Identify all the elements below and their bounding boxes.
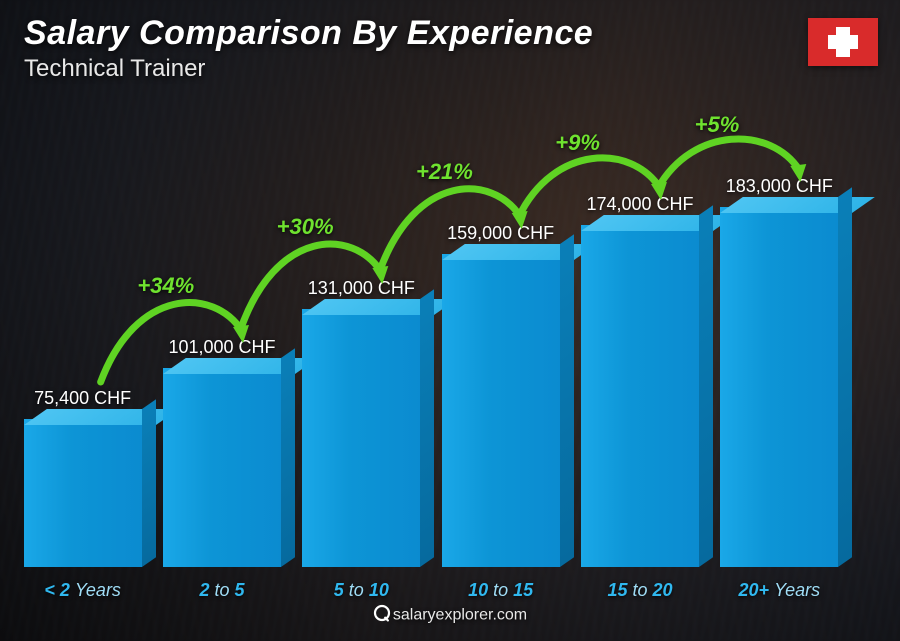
bar-category-label: 5 to 10 (301, 580, 422, 601)
bar-group: 174,000 CHF15 to 20 (579, 120, 700, 567)
bar-value-label: 183,000 CHF (726, 176, 833, 197)
bar-group: 101,000 CHF2 to 5 (161, 120, 282, 567)
bar-group: 75,400 CHF< 2 Years (22, 120, 143, 567)
bar (720, 207, 838, 567)
salary-bar-chart: 75,400 CHF< 2 Years101,000 CHF2 to 5131,… (22, 120, 840, 567)
title-block: Salary Comparison By Experience Technica… (24, 14, 593, 83)
logo-icon (373, 604, 391, 627)
bar-value-label: 101,000 CHF (168, 337, 275, 358)
bar-group: 131,000 CHF5 to 10 (301, 120, 422, 567)
bar-value-label: 131,000 CHF (308, 278, 415, 299)
bar-category-label: < 2 Years (22, 580, 143, 601)
bar (581, 225, 699, 567)
bar-group: 159,000 CHF10 to 15 (440, 120, 561, 567)
bar (302, 309, 420, 567)
page-subtitle: Technical Trainer (24, 55, 593, 83)
footer-attribution: salaryexplorer.com (0, 604, 900, 627)
footer-text: salaryexplorer.com (393, 607, 527, 624)
bar-value-label: 159,000 CHF (447, 223, 554, 244)
bar (163, 368, 281, 567)
bar (442, 254, 560, 567)
bar-group: 183,000 CHF20+ Years (719, 120, 840, 567)
bar (24, 419, 142, 567)
swiss-flag-icon (808, 18, 878, 66)
bar-category-label: 10 to 15 (440, 580, 561, 601)
bar-category-label: 15 to 20 (579, 580, 700, 601)
bar-category-label: 2 to 5 (161, 580, 282, 601)
bar-value-label: 174,000 CHF (586, 194, 693, 215)
infographic-stage: Salary Comparison By Experience Technica… (0, 0, 900, 641)
bar-category-label: 20+ Years (719, 580, 840, 601)
page-title: Salary Comparison By Experience (24, 14, 593, 53)
bar-value-label: 75,400 CHF (34, 388, 131, 409)
